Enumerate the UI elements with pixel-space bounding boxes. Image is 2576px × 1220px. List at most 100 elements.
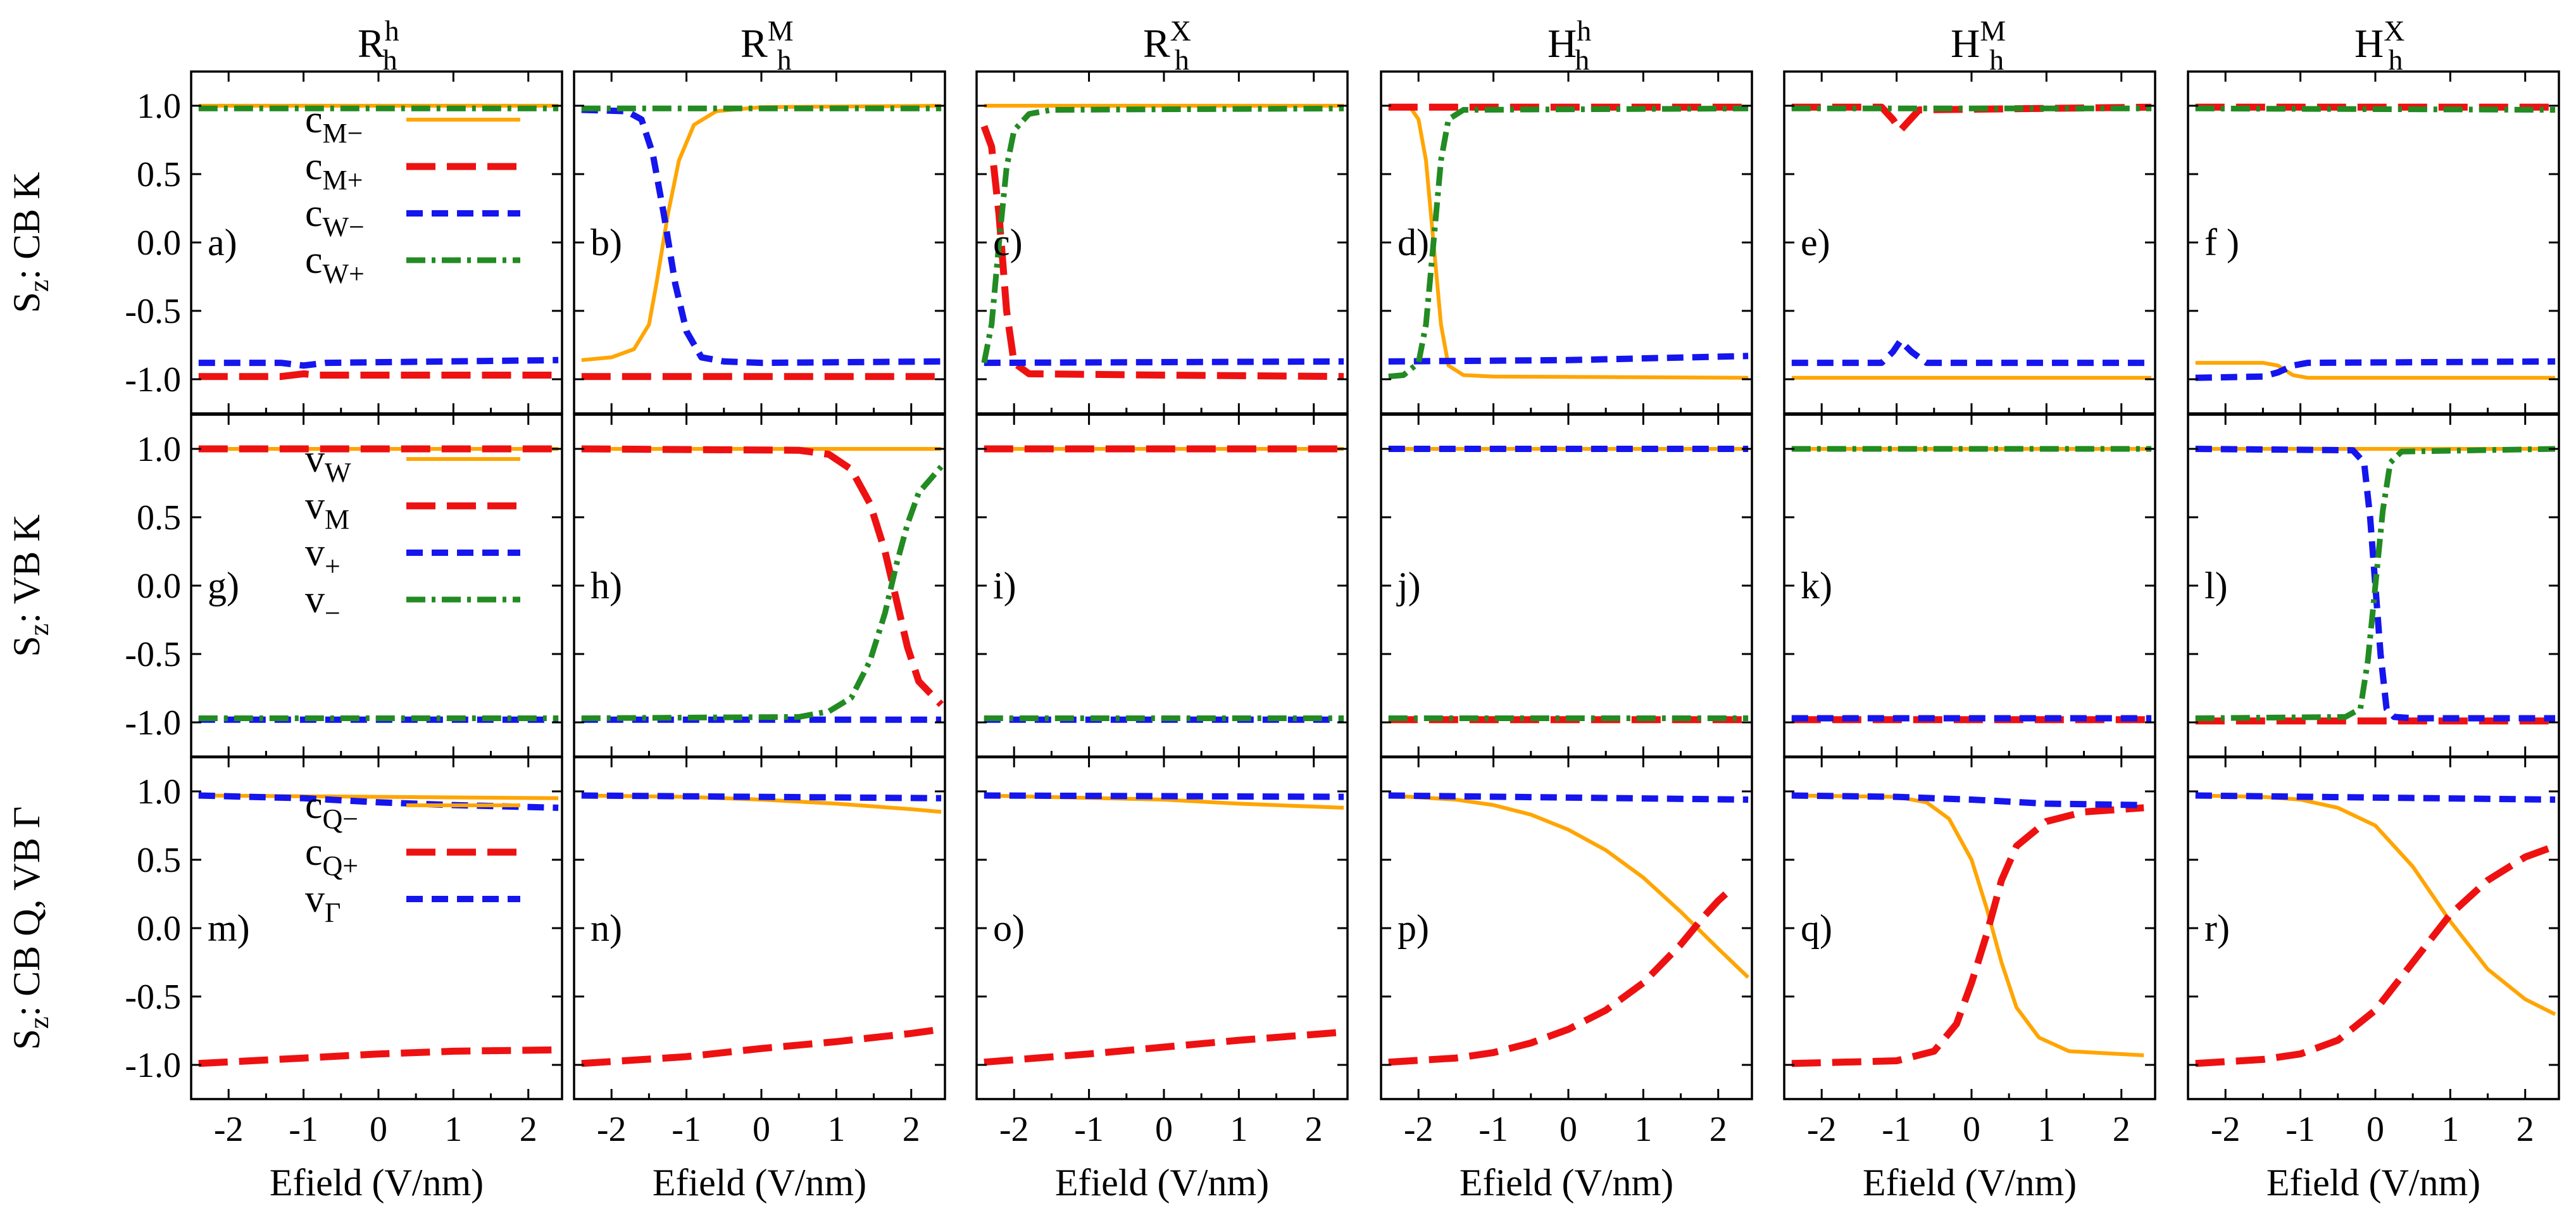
- panel-label: j): [1396, 565, 1421, 607]
- x-axis-label: Efield (V/nm): [653, 1162, 866, 1204]
- panel-frame: [2187, 756, 2560, 1100]
- panel-label: e): [1801, 222, 1830, 263]
- panel-c: c): [975, 70, 1349, 415]
- x-tick-label: 0: [1963, 1110, 1980, 1149]
- series-line-cMp: [1791, 103, 2152, 134]
- y-tick-label: 0.0: [137, 909, 181, 948]
- series-line-cWm: [581, 106, 942, 367]
- panel-o: -2 -1 0 1 2 o) Efield (V/nm): [975, 756, 1349, 1204]
- y-tick-label: -1.0: [125, 703, 181, 743]
- x-tick-label: 1: [1230, 1110, 1247, 1149]
- panel-frame: [1380, 413, 1753, 758]
- x-tick-label: 2: [520, 1110, 537, 1149]
- panel-label: n): [591, 907, 622, 949]
- panel-label: o): [993, 907, 1025, 949]
- legend-label: v+: [305, 531, 341, 582]
- x-tick-label: 2: [2517, 1110, 2534, 1149]
- legend-label: cW−: [305, 192, 365, 242]
- y-axis-label: Sz: CB Q, VB Γ: [6, 807, 54, 1050]
- x-tick-label: -2: [214, 1110, 244, 1149]
- legend-label: cW+: [305, 239, 365, 289]
- x-axis-label: Efield (V/nm): [1055, 1162, 1269, 1204]
- panel-r: -2 -1 0 1 2 r) Efield (V/nm): [2187, 756, 2560, 1204]
- x-tick-label: -2: [999, 1110, 1029, 1149]
- y-axis-label: Sz: VB K: [6, 514, 54, 657]
- panel-j: j): [1380, 413, 1753, 758]
- series-line-cMm: [1388, 105, 1749, 380]
- x-tick-label: -1: [1074, 1110, 1104, 1149]
- panel-d: d): [1380, 70, 1753, 415]
- x-tick-label: -2: [1807, 1110, 1837, 1149]
- column-title: HX h: [2354, 15, 2404, 76]
- series-line-cQp: [1388, 891, 1729, 1066]
- panel-label: r): [2204, 907, 2230, 949]
- panel-label: h): [591, 565, 622, 607]
- series-line-cQm: [1791, 793, 2144, 1057]
- legend-label: vΓ: [305, 877, 341, 928]
- y-tick-label: 1.0: [137, 430, 181, 469]
- series-line-cQp: [984, 1028, 1344, 1066]
- series-line-cWm: [1388, 353, 1749, 365]
- panel-frame: [1783, 70, 2156, 415]
- legend-label: vW: [305, 437, 351, 488]
- panel-p: -2 -1 0 1 2 p) Efield (V/nm): [1380, 756, 1753, 1204]
- y-tick-label: 0.0: [137, 223, 181, 263]
- y-tick-label: -1.0: [125, 360, 181, 399]
- x-axis-label: Efield (V/nm): [2267, 1162, 2480, 1204]
- panel-i: i): [975, 413, 1349, 758]
- x-tick-label: 0: [370, 1110, 387, 1149]
- y-tick-label: -0.5: [125, 292, 181, 331]
- legend-label: cM+: [305, 145, 363, 196]
- series-line-cWp: [2195, 105, 2556, 113]
- column-title: Rh h: [358, 15, 399, 76]
- panel-label: m): [208, 907, 250, 949]
- series-line-cMp: [198, 370, 559, 380]
- x-tick-label: 0: [2367, 1110, 2384, 1149]
- series-line-cQm: [2195, 793, 2556, 1016]
- panel-q: -2 -1 0 1 2 q) Efield (V/nm): [1783, 756, 2156, 1204]
- y-tick-label: -0.5: [125, 978, 181, 1017]
- series-line-vG: [984, 792, 1344, 800]
- panel-label: d): [1397, 222, 1429, 263]
- x-tick-label: 2: [903, 1110, 920, 1149]
- x-tick-label: 1: [2037, 1110, 2055, 1149]
- series-line-cWm: [198, 356, 559, 369]
- panel-label: c): [993, 222, 1023, 263]
- series-line-vG: [2195, 792, 2556, 803]
- y-tick-label: 0.5: [137, 155, 181, 194]
- y-tick-label: 0.5: [137, 498, 181, 538]
- x-tick-label: -2: [2211, 1110, 2241, 1149]
- series-line-cWp: [981, 105, 1344, 363]
- x-tick-label: 2: [1710, 1110, 1727, 1149]
- legend-label: cM−: [305, 98, 363, 149]
- panel-label: p): [1397, 907, 1429, 949]
- series-line-cMm: [581, 104, 942, 362]
- series-line-cQp: [581, 1026, 942, 1067]
- column-title: RM h: [741, 15, 794, 76]
- x-tick-label: -1: [2285, 1110, 2315, 1149]
- panel-frame: [975, 413, 1349, 758]
- panel-label: g): [208, 565, 239, 607]
- y-tick-label: -1.0: [125, 1046, 181, 1085]
- panel-frame: [1783, 413, 2156, 758]
- x-axis-label: Efield (V/nm): [1460, 1162, 1673, 1204]
- column-title: RX h: [1143, 15, 1191, 76]
- series-line-vM: [581, 445, 944, 707]
- panel-label: i): [993, 565, 1016, 607]
- x-tick-label: 0: [1155, 1110, 1173, 1149]
- series-line-vP: [2195, 446, 2556, 722]
- x-tick-label: 2: [1305, 1110, 1323, 1149]
- series-line-vG: [581, 792, 942, 802]
- y-tick-label: -0.5: [125, 635, 181, 674]
- series-line-cWp: [1388, 105, 1749, 380]
- x-tick-label: 1: [827, 1110, 845, 1149]
- x-tick-label: -2: [597, 1110, 627, 1149]
- x-tick-label: -1: [289, 1110, 318, 1149]
- panel-e: e): [1783, 70, 2156, 415]
- panel-label: f ): [2204, 222, 2239, 263]
- series-line-vN: [2195, 446, 2556, 721]
- series-line-cWm: [2195, 358, 2556, 381]
- x-tick-label: 0: [753, 1110, 770, 1149]
- panel-frame: [190, 413, 563, 758]
